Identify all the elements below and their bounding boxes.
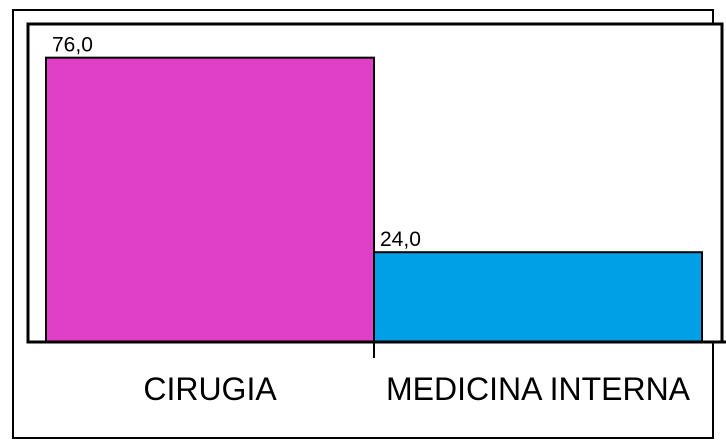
bars-layer bbox=[45, 56, 703, 343]
data-label: 24,0 bbox=[380, 228, 421, 251]
data-label: 76,0 bbox=[52, 34, 93, 57]
x-tick-label: MEDICINA INTERNA bbox=[386, 371, 691, 407]
bar-medicina-interna bbox=[373, 251, 703, 343]
bar-cirugia bbox=[45, 56, 375, 343]
data-labels-layer: 76,0 24,0 bbox=[52, 34, 421, 252]
x-tick-label: CIRUGIA bbox=[143, 371, 277, 407]
x-axis-ticks-layer: CIRUGIA MEDICINA INTERNA bbox=[143, 342, 691, 407]
